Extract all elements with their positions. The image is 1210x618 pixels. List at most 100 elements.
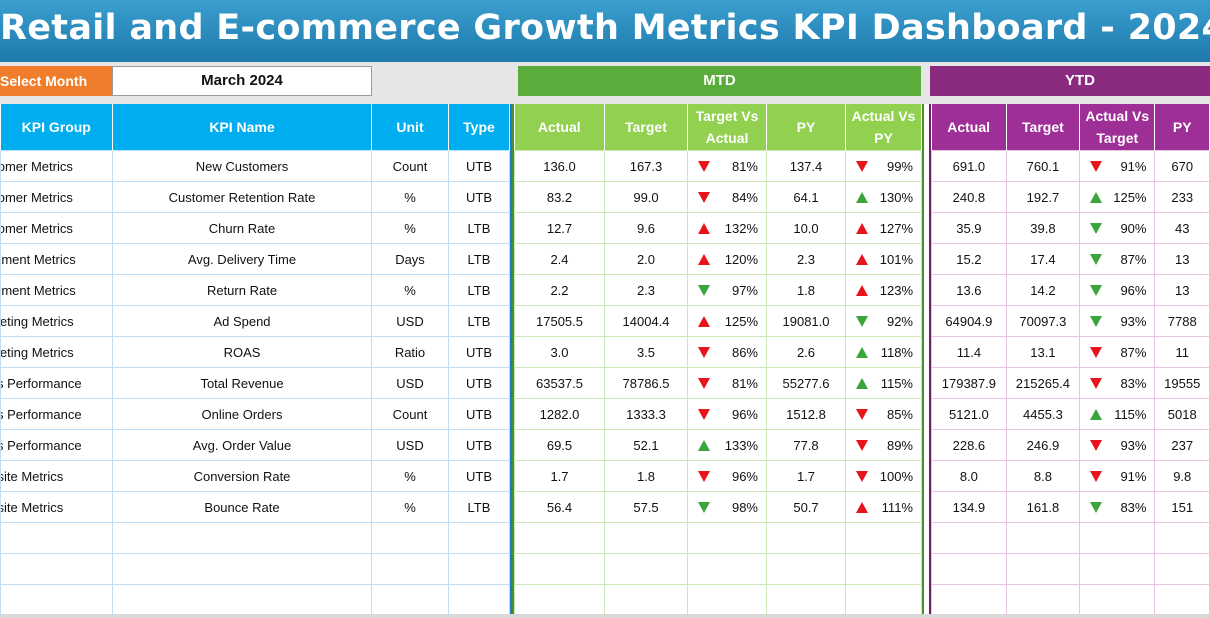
ytd-py-cell: 11 <box>1154 336 1210 368</box>
mtd-target-vs-actual-cell: 81% <box>687 150 767 182</box>
trend-down-green-icon <box>1090 501 1103 513</box>
mtd-actual-vs-py-cell: 115% <box>845 367 922 399</box>
mtd-target-vs-actual-cell-value: 96% <box>731 406 758 422</box>
month-selector[interactable]: March 2024 <box>112 66 372 96</box>
mtd-target-cell: 14004.4 <box>604 305 688 337</box>
ytd-header: YTD <box>930 66 1210 96</box>
mtd-actual-vs-py-cell: 130% <box>845 181 922 213</box>
trend-down-green-icon <box>1090 315 1103 327</box>
ytd-target-cell: 4455.3 <box>1005 398 1081 430</box>
type-cell: LTB <box>448 243 510 275</box>
mtd-target-vs-actual-cell-value: 125% <box>724 313 758 329</box>
ytd-actual-vs-target-cell-wrap: 91% <box>1081 152 1154 181</box>
table-row: 83.2 99.0 84% 64.1 130% <box>514 181 922 213</box>
table-row: 5121.0 4455.3 115% 5018 <box>931 398 1210 430</box>
ytd-actual-vs-target-cell-wrap: 93% <box>1081 307 1154 336</box>
ytd-actual-vs-target-cell: 96% <box>1079 274 1156 306</box>
empty-cell <box>1154 522 1210 554</box>
mtd-target-vs-actual-cell-value: 81% <box>731 158 758 174</box>
unit-cell: USD <box>371 305 449 337</box>
table-row: 228.6 246.9 93% 237 <box>931 429 1210 461</box>
table-row: 134.9 161.8 83% 151 <box>931 491 1210 523</box>
empty-cell <box>1154 553 1210 585</box>
trend-down-green-icon <box>1090 222 1103 234</box>
ytd-target-cell: 70097.3 <box>1005 305 1081 337</box>
ytd-actual-vs-target-cell: 91% <box>1079 460 1156 492</box>
mtd-target-vs-actual-cell-value: 96% <box>731 468 758 484</box>
mtd-actual-vs-py-cell-wrap: 99% <box>847 152 921 181</box>
mtd-target-vs-actual-cell-wrap: 97% <box>689 276 766 305</box>
ytd-actual-vs-target-cell-value: 87% <box>1120 344 1147 360</box>
mtd-table: Actual Target Target Vs Actual PY Actual Vs … <box>512 104 924 616</box>
empty-cell <box>112 584 372 616</box>
table-row: 69.5 52.1 133% 77.8 89% <box>514 429 922 461</box>
mtd-actual-vs-py-cell-wrap: 89% <box>847 431 921 460</box>
ytd-header-1: Target <box>1006 104 1081 151</box>
ytd-py-cell: 43 <box>1154 212 1210 244</box>
mtd-target-cell: 167.3 <box>604 150 688 182</box>
ytd-py-cell: 13 <box>1154 274 1210 306</box>
kpi-group-cell: Fulfillment Metrics <box>0 274 113 306</box>
mtd-actual-vs-py-cell-value: 101% <box>879 251 913 267</box>
table-row: 15.2 17.4 87% 13 <box>931 243 1210 275</box>
mtd-target-vs-actual-cell-wrap: 96% <box>689 462 766 491</box>
table-row <box>0 584 510 616</box>
mtd-target-vs-actual-cell-value: 84% <box>731 189 758 205</box>
mtd-actual-vs-py-cell: 92% <box>845 305 922 337</box>
ytd-actual-vs-target-cell-wrap: 91% <box>1081 462 1154 491</box>
type-cell: LTB <box>448 274 510 306</box>
ytd-actual-vs-target-cell-wrap: 115% <box>1081 400 1154 429</box>
mtd-actual-vs-py-cell: 100% <box>845 460 922 492</box>
ytd-actual-vs-target-cell: 87% <box>1079 336 1156 368</box>
ytd-target-cell: 246.9 <box>1005 429 1081 461</box>
trend-up-green-icon <box>856 191 868 203</box>
mtd-target-vs-actual-cell-wrap: 81% <box>689 152 766 181</box>
mtd-target-vs-actual-cell: 96% <box>687 398 767 430</box>
trend-down-red-icon <box>856 439 868 451</box>
ytd-actual-vs-target-cell-value: 83% <box>1120 375 1147 391</box>
ytd-actual-vs-target-cell: 115% <box>1079 398 1156 430</box>
table-row <box>931 584 1210 616</box>
mtd-target-cell: 52.1 <box>604 429 688 461</box>
ytd-header-2: Actual Vs Target <box>1079 104 1156 151</box>
ytd-actual-cell: 179387.9 <box>931 367 1007 399</box>
mtd-actual-vs-py-cell: 99% <box>845 150 922 182</box>
mtd-target-cell: 3.5 <box>604 336 688 368</box>
empty-cell <box>0 522 113 554</box>
empty-cell <box>0 584 113 616</box>
empty-cell <box>845 522 922 554</box>
mtd-py-cell: 19081.0 <box>766 305 846 337</box>
kpi-name-cell: Avg. Order Value <box>112 429 372 461</box>
mtd-target-vs-actual-cell: 86% <box>687 336 767 368</box>
unit-cell: % <box>371 181 449 213</box>
trend-down-red-icon <box>1090 439 1103 451</box>
kpi-group-cell: Marketing Metrics <box>0 336 113 368</box>
mtd-actual-cell: 2.4 <box>514 243 605 275</box>
mtd-target-vs-actual-cell-value: 98% <box>731 499 758 515</box>
kpi-name-cell: ROAS <box>112 336 372 368</box>
mtd-py-cell: 50.7 <box>766 491 846 523</box>
ytd-target-cell: 760.1 <box>1005 150 1081 182</box>
kpi-group-cell: Website Metrics <box>0 491 113 523</box>
ytd-target-cell: 215265.4 <box>1005 367 1081 399</box>
ytd-actual-cell: 8.0 <box>931 460 1007 492</box>
table-row: 17505.5 14004.4 125% 19081.0 92% <box>514 305 922 337</box>
ytd-actual-vs-target-cell-value: 93% <box>1120 437 1147 453</box>
type-cell: UTB <box>448 336 510 368</box>
mtd-actual-vs-py-cell-wrap: 100% <box>847 462 921 491</box>
mtd-py-cell: 2.3 <box>766 243 846 275</box>
unit-cell: USD <box>371 367 449 399</box>
mtd-target-vs-actual-cell-wrap: 84% <box>689 183 766 212</box>
table-row <box>514 584 922 616</box>
kpi-group-cell: Sales Performance <box>0 429 113 461</box>
type-cell: UTB <box>448 367 510 399</box>
mtd-target-vs-actual-cell-wrap: 133% <box>689 431 766 460</box>
mtd-actual-cell: 63537.5 <box>514 367 605 399</box>
kpi-group-cell: Sales Performance <box>0 398 113 430</box>
kpi-name-cell: Conversion Rate <box>112 460 372 492</box>
mtd-actual-vs-py-cell: 127% <box>845 212 922 244</box>
mtd-actual-vs-py-cell-value: 127% <box>879 220 913 236</box>
